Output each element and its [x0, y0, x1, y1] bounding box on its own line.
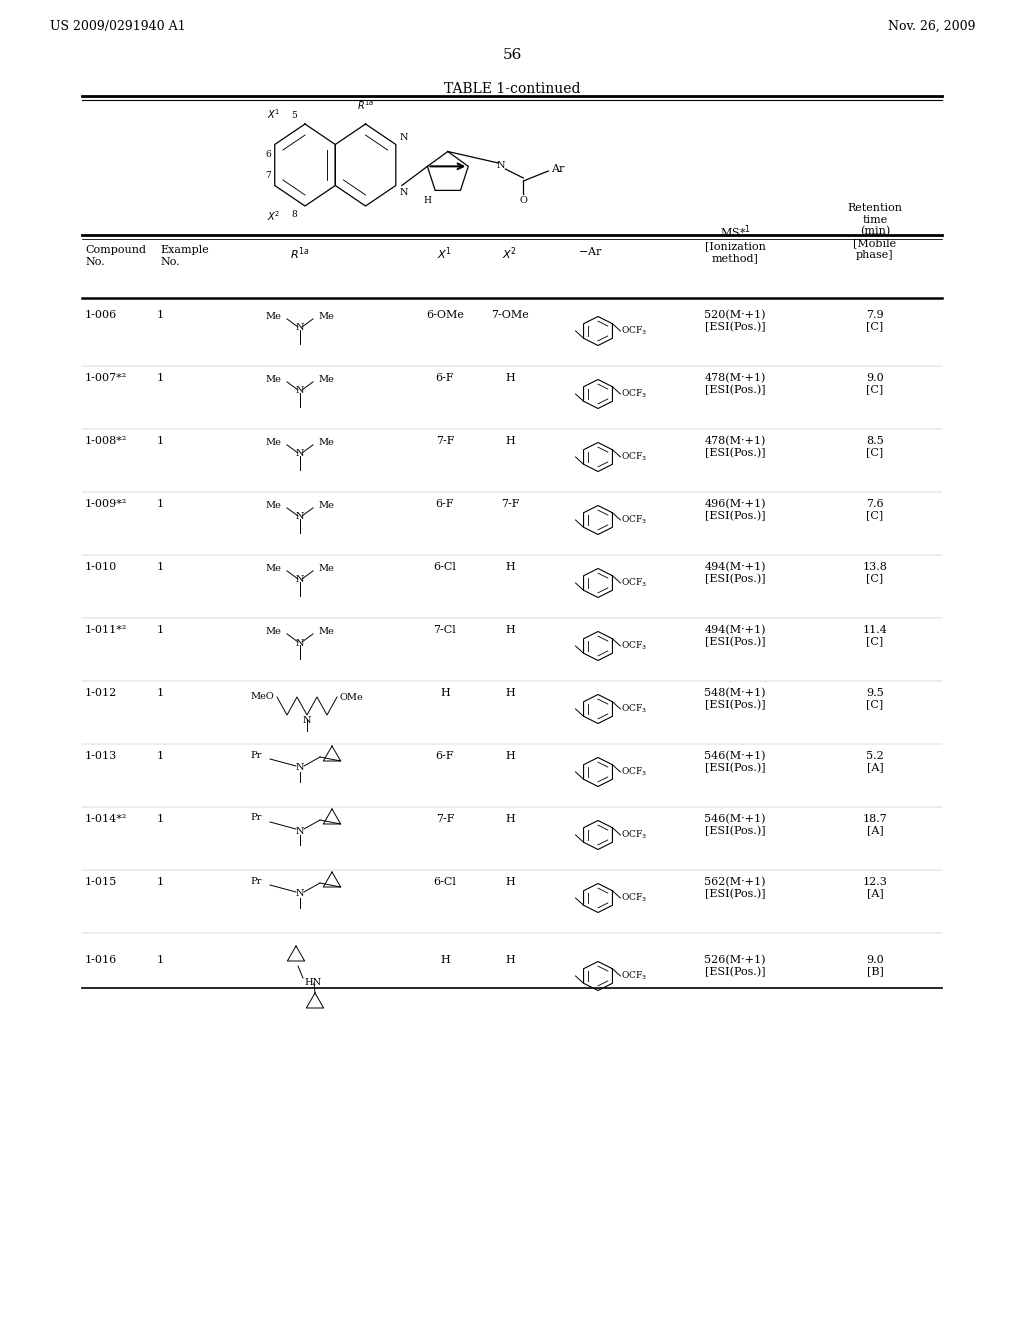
Text: 496(M·+1)
[ESI(Pos.)]: 496(M·+1) [ESI(Pos.)] [705, 499, 766, 521]
Text: Pr: Pr [251, 813, 262, 822]
Text: 7.9
[C]: 7.9 [C] [866, 310, 884, 331]
Text: 5: 5 [292, 111, 297, 120]
Text: HN: HN [304, 978, 322, 987]
Text: 1: 1 [157, 499, 164, 510]
Text: OCF$_3$: OCF$_3$ [622, 513, 647, 527]
Text: H: H [440, 688, 450, 698]
Text: 1: 1 [157, 814, 164, 824]
Text: OCF$_3$: OCF$_3$ [622, 640, 647, 652]
Text: H: H [505, 374, 515, 383]
Text: 548(M·+1)
[ESI(Pos.)]: 548(M·+1) [ESI(Pos.)] [705, 688, 766, 710]
Text: H: H [505, 751, 515, 762]
Text: 7: 7 [265, 170, 270, 180]
Text: 1-012: 1-012 [85, 688, 118, 698]
Text: Retention
time
(min)
[Mobile
phase]: Retention time (min) [Mobile phase] [848, 203, 902, 260]
Text: H: H [505, 562, 515, 572]
Text: OCF$_3$: OCF$_3$ [622, 388, 647, 400]
Text: N: N [296, 763, 304, 772]
Text: Me: Me [265, 312, 282, 321]
Text: Ar: Ar [551, 164, 564, 174]
Text: 494(M·+1)
[ESI(Pos.)]: 494(M·+1) [ESI(Pos.)] [705, 624, 766, 647]
Text: 7-F: 7-F [501, 499, 519, 510]
Text: H: H [505, 814, 515, 824]
Text: 1-010: 1-010 [85, 562, 118, 572]
Text: Me: Me [265, 564, 282, 573]
Text: 546(M·+1)
[ESI(Pos.)]: 546(M·+1) [ESI(Pos.)] [705, 814, 766, 837]
Text: H: H [505, 436, 515, 446]
Text: OCF$_3$: OCF$_3$ [622, 450, 647, 463]
Text: 6-F: 6-F [435, 374, 455, 383]
Text: N: N [296, 450, 304, 458]
Text: 6-OMe: 6-OMe [426, 310, 464, 319]
Text: OCF$_3$: OCF$_3$ [622, 829, 647, 841]
Text: OCF$_3$: OCF$_3$ [622, 892, 647, 904]
Text: N: N [296, 576, 304, 585]
Text: N: N [303, 715, 311, 725]
Text: N: N [497, 161, 506, 169]
Text: Me: Me [265, 375, 282, 384]
Text: OCF$_3$: OCF$_3$ [622, 970, 647, 982]
Text: OCF$_3$: OCF$_3$ [622, 766, 647, 779]
Text: H: H [423, 197, 431, 206]
Text: N: N [296, 323, 304, 333]
Text: Me: Me [265, 627, 282, 636]
Text: $R^{1a}$: $R^{1a}$ [290, 246, 310, 261]
Text: 1: 1 [157, 876, 164, 887]
Text: $X^2$: $X^2$ [503, 246, 517, 261]
Text: 1-014*²: 1-014*² [85, 814, 127, 824]
Text: H: H [440, 954, 450, 965]
Text: 56: 56 [503, 48, 521, 62]
Text: 1: 1 [157, 954, 164, 965]
Text: MeO: MeO [250, 692, 273, 701]
Text: 1: 1 [157, 310, 164, 319]
Text: 9.0
[B]: 9.0 [B] [866, 954, 884, 977]
Text: 1-013: 1-013 [85, 751, 118, 762]
Text: 6-Cl: 6-Cl [433, 562, 457, 572]
Text: 5.2
[A]: 5.2 [A] [866, 751, 884, 772]
Text: 6-F: 6-F [435, 499, 455, 510]
Text: Me: Me [265, 500, 282, 510]
Text: N: N [399, 189, 409, 198]
Text: 7-F: 7-F [436, 814, 455, 824]
Text: Me: Me [318, 375, 335, 384]
Text: 1: 1 [157, 688, 164, 698]
Text: 1: 1 [157, 374, 164, 383]
Text: Me: Me [265, 438, 282, 446]
Text: OCF$_3$: OCF$_3$ [622, 577, 647, 589]
Text: 6-F: 6-F [435, 751, 455, 762]
Text: Me: Me [318, 500, 335, 510]
Text: H: H [505, 876, 515, 887]
Text: N: N [296, 639, 304, 648]
Text: 1: 1 [157, 624, 164, 635]
Text: 13.8
[C]: 13.8 [C] [862, 562, 888, 583]
Text: 1-011*²: 1-011*² [85, 624, 127, 635]
Text: 520(M·+1)
[ESI(Pos.)]: 520(M·+1) [ESI(Pos.)] [705, 310, 766, 333]
Text: $X^1$: $X^1$ [267, 107, 281, 121]
Text: N: N [296, 826, 304, 836]
Text: OCF$_3$: OCF$_3$ [622, 702, 647, 715]
Text: 7.6
[C]: 7.6 [C] [866, 499, 884, 520]
Text: 1-009*²: 1-009*² [85, 499, 127, 510]
Text: Compound
No.: Compound No. [85, 246, 146, 267]
Text: $X^2$: $X^2$ [267, 209, 281, 223]
Text: O: O [519, 195, 527, 205]
Text: 6-Cl: 6-Cl [433, 876, 457, 887]
Text: 12.3
[A]: 12.3 [A] [862, 876, 888, 899]
Text: OCF$_3$: OCF$_3$ [622, 325, 647, 337]
Text: 478(M·+1)
[ESI(Pos.)]: 478(M·+1) [ESI(Pos.)] [705, 436, 766, 458]
Text: Me: Me [318, 438, 335, 446]
Text: N: N [296, 512, 304, 521]
Text: US 2009/0291940 A1: US 2009/0291940 A1 [50, 20, 185, 33]
Text: Nov. 26, 2009: Nov. 26, 2009 [888, 20, 975, 33]
Text: H: H [505, 954, 515, 965]
Text: 562(M·+1)
[ESI(Pos.)]: 562(M·+1) [ESI(Pos.)] [705, 876, 766, 899]
Text: 8.5
[C]: 8.5 [C] [866, 436, 884, 458]
Text: 478(M·+1)
[ESI(Pos.)]: 478(M·+1) [ESI(Pos.)] [705, 374, 766, 395]
Text: $R^{1a}$: $R^{1a}$ [356, 98, 375, 112]
Text: 7-F: 7-F [436, 436, 455, 446]
Text: 1-016: 1-016 [85, 954, 118, 965]
Text: Me: Me [318, 564, 335, 573]
Text: H: H [505, 624, 515, 635]
Text: Me: Me [318, 312, 335, 321]
Text: $X^1$: $X^1$ [437, 246, 453, 261]
